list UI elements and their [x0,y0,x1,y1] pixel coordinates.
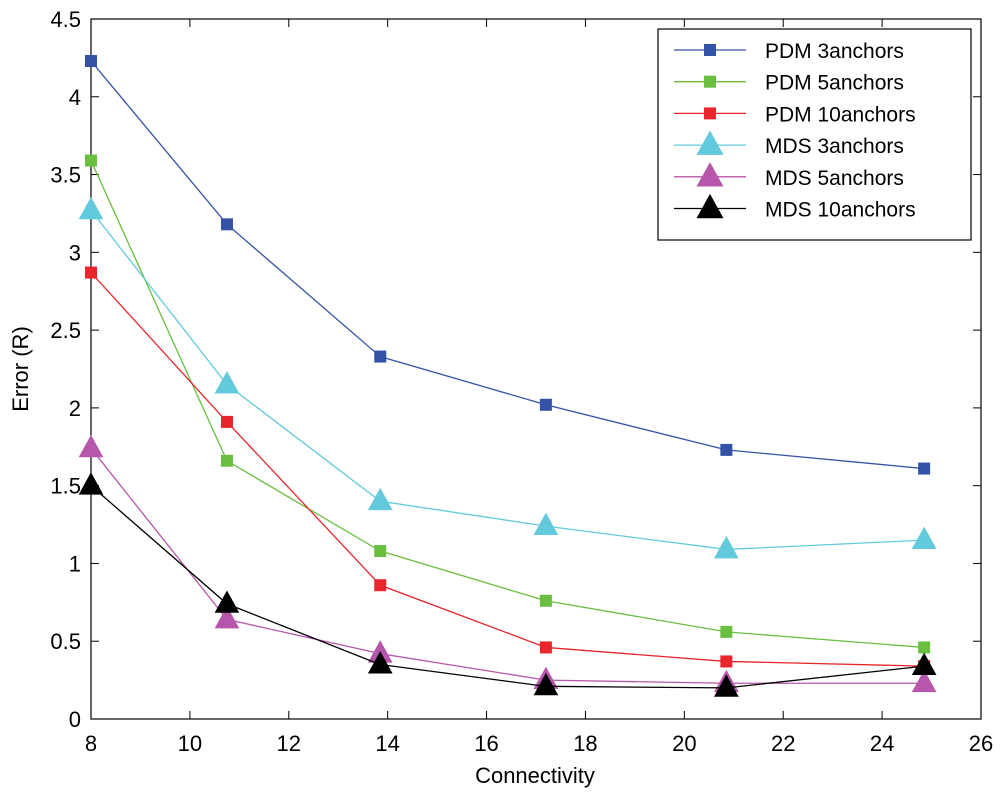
data-point-square [918,462,931,475]
x-tick-label: 18 [573,731,597,756]
legend-entry: MDS 10anchors [674,193,916,222]
data-point-square [539,594,552,607]
data-point-triangle [367,487,393,511]
x-tick-label: 16 [474,731,498,756]
y-tick-label: 3.5 [50,163,81,188]
legend-entry: MDS 5anchors [674,162,904,190]
data-point-square [539,641,552,654]
legend-label: MDS 5anchors [765,167,904,190]
data-point-triangle [214,606,240,629]
series-line [90,209,925,551]
data-point-square [85,266,97,279]
series-mds-10anchors [78,472,937,697]
data-point-square [720,625,733,638]
data-point-square [374,545,387,557]
data-point-square [85,55,97,67]
legend-entry: PDM 5anchors [674,72,904,95]
legend: PDM 3anchors PDM 5anchors PDM 10anchors MDS… [657,28,972,241]
legend-label: MDS 3anchors [765,135,904,158]
y-tick-label: 2.5 [50,318,81,343]
series-mds-3anchors [78,196,937,559]
data-point-triangle [214,371,240,394]
x-tick-label: 8 [85,731,97,756]
series-line [90,60,925,470]
data-point-square [720,443,733,456]
data-point-triangle [696,193,724,219]
y-axis: 0 0.5 1 1.5 2 2.5 3 3.5 4 4.5 [50,7,981,732]
data-point-triangle [78,196,104,220]
data-point-triangle [78,434,104,458]
series-line [90,485,925,689]
y-tick-label: 0 [69,707,81,732]
y-tick-label: 3 [69,240,81,265]
data-point-square [539,398,552,411]
data-point-triangle [911,669,937,693]
legend-label: MDS 10anchors [765,199,916,222]
x-tick-label: 22 [771,731,795,756]
legend-label: PDM 5anchors [765,72,904,95]
legend-label: PDM 10anchors [765,103,916,126]
plot-area [90,18,982,720]
data-point-square [704,44,716,56]
data-point-triangle [533,672,559,696]
x-tick-label: 12 [277,731,301,756]
data-point-triangle [696,130,724,155]
legend-entry: PDM 3anchors [674,40,904,63]
legend-label: PDM 3anchors [765,40,904,63]
x-tick-label: 10 [178,731,202,756]
legend-entry: PDM 10anchors [674,103,916,126]
data-point-square [918,641,931,654]
series-pdm-3anchors [85,55,931,475]
data-point-triangle [714,674,739,697]
y-tick-label: 0.5 [50,629,81,654]
y-tick-label: 4.5 [50,7,81,32]
data-point-square [85,154,97,167]
data-point-triangle [696,162,724,187]
series-pdm-5anchors [85,154,931,654]
data-point-triangle [714,536,739,559]
series-line [90,160,925,649]
data-point-triangle [533,512,559,536]
data-point-triangle [214,590,240,613]
data-point-triangle [911,526,937,550]
x-tick-label: 20 [672,731,696,756]
series-pdm-10anchors [85,266,931,673]
y-tick-label: 1 [69,551,81,576]
series-layer [78,55,937,697]
legend-entry: MDS 3anchors [674,130,904,158]
data-point-square [220,218,233,231]
x-tick-label: 14 [375,731,399,756]
data-point-triangle [367,651,393,674]
data-point-triangle [911,652,937,676]
y-tick-label: 2 [69,396,81,421]
series-line [90,447,925,684]
data-point-triangle [78,472,104,495]
x-axis: 8 10 12 14 16 18 20 22 24 26 [85,19,993,756]
series-line [90,272,925,667]
x-tick-label: 24 [870,731,894,756]
plot-frame [90,18,982,720]
y-axis-label: Error (R) [8,326,33,412]
x-axis-label: Connectivity [475,763,595,788]
data-point-square [704,107,716,120]
data-point-square [374,579,387,592]
y-tick-label: 4 [69,85,81,110]
data-point-square [220,415,233,428]
data-point-square [704,75,716,88]
series-mds-5anchors [78,434,937,693]
data-point-square [720,655,733,668]
data-point-square [220,454,233,467]
x-tick-label: 26 [969,731,993,756]
y-tick-label: 1.5 [50,474,81,499]
data-point-square [374,350,387,363]
